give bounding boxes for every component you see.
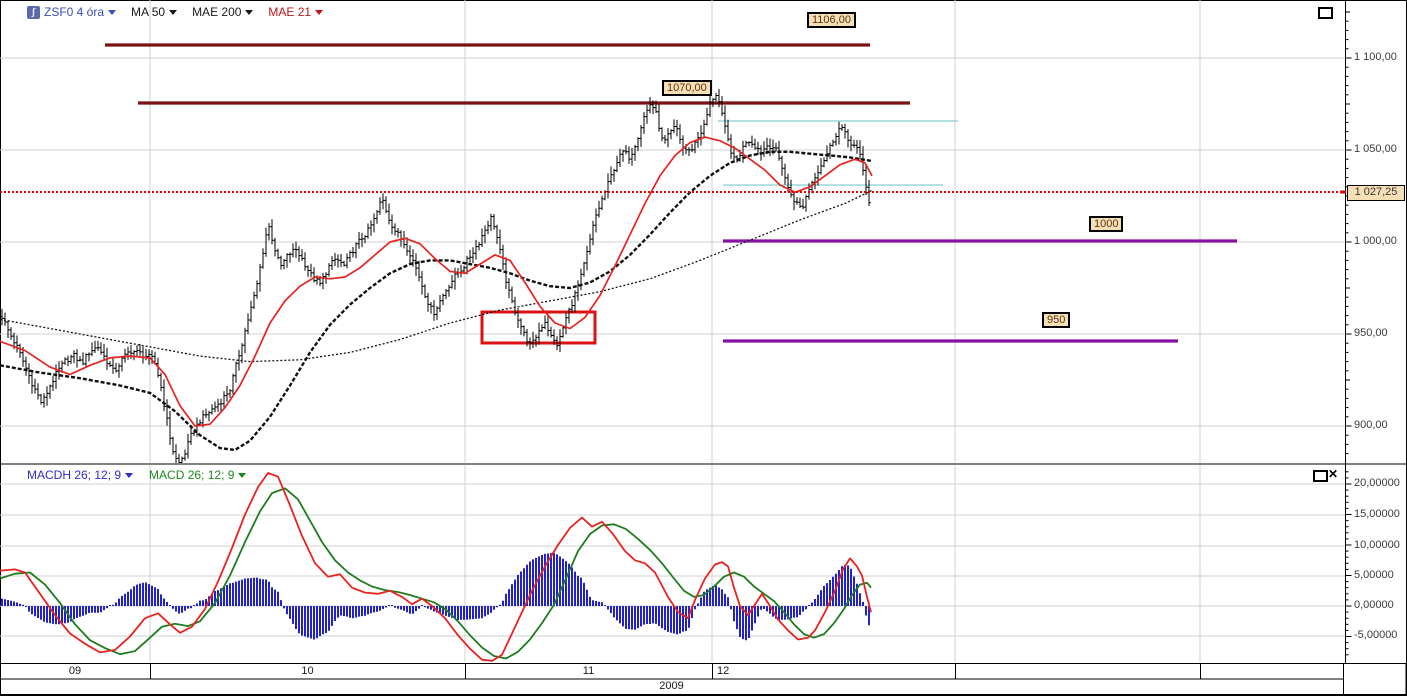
chevron-down-icon xyxy=(169,10,178,15)
gridlines xyxy=(0,0,1345,662)
ma50-line xyxy=(0,150,873,452)
month-label: 12 xyxy=(717,665,730,677)
month-label: 10 xyxy=(301,665,314,677)
macd-histogram xyxy=(1,552,870,641)
macd-axis-label: 5,00000 xyxy=(1354,569,1394,581)
month-label: 11 xyxy=(582,665,595,677)
price-level-badge[interactable]: 1106,00 xyxy=(807,12,856,28)
chevron-down-icon xyxy=(125,473,134,478)
symbol-icon: ∫ xyxy=(27,5,40,19)
symbol-label: ZSF0 4 óra xyxy=(44,5,105,19)
price-level-badge[interactable]: 1070,00 xyxy=(662,80,712,96)
macd-axis-label: 15,00000 xyxy=(1354,508,1400,520)
macd-label: MACD 26; 12; 9 xyxy=(149,468,235,482)
indicator-mae21[interactable]: MAE 21 xyxy=(268,5,324,19)
chevron-down-icon xyxy=(108,10,117,15)
price-level-badge[interactable]: 950 xyxy=(1042,312,1071,328)
year-label: 2009 xyxy=(659,680,684,692)
chevron-down-icon xyxy=(315,10,324,15)
macd-axis-label: 0,00000 xyxy=(1354,599,1394,611)
main-panel-maximize-button[interactable] xyxy=(1318,7,1333,19)
price-axis-label: 1 000,00 xyxy=(1354,235,1397,247)
ohlc-bars xyxy=(0,89,871,463)
macdh-selector[interactable]: MACDH 26; 12; 9 xyxy=(27,468,134,482)
price-axis-label: 950,00 xyxy=(1354,327,1388,339)
macd-close-button[interactable]: ✕ xyxy=(1328,467,1339,481)
macd-signal-line xyxy=(0,487,872,660)
macd-axis-label: -5,00000 xyxy=(1354,629,1398,641)
macd-maximize-button[interactable] xyxy=(1313,470,1328,482)
ma200-line xyxy=(0,189,873,363)
symbol-selector[interactable]: ∫ ZSF0 4 óra xyxy=(27,5,117,19)
macd-header: MACDH 26; 12; 9 MACD 26; 12; 9 xyxy=(27,468,247,482)
time-axis[interactable] xyxy=(0,663,1407,695)
macd-axis-label: 20,00000 xyxy=(1354,477,1400,489)
chart-toolbar: ∫ ZSF0 4 óra MA 50 MAE 200 MAE 21 xyxy=(27,4,324,20)
macd-selector[interactable]: MACD 26; 12; 9 xyxy=(139,468,247,482)
indicator-mae200[interactable]: MAE 200 xyxy=(192,5,254,19)
macdh-label: MACDH 26; 12; 9 xyxy=(27,468,122,482)
macd-main-line xyxy=(0,472,872,662)
macd-chart xyxy=(0,472,872,662)
ma21-line xyxy=(0,136,873,427)
indicator-ma50[interactable]: MA 50 xyxy=(131,5,178,19)
indicator-ma50-label: MA 50 xyxy=(131,5,166,19)
month-label: 09 xyxy=(68,665,82,677)
chevron-down-icon xyxy=(238,473,247,478)
current-price-badge: 1 027,25 xyxy=(1347,185,1405,201)
price-axis-label: 1 100,00 xyxy=(1354,51,1397,63)
chevron-down-icon xyxy=(245,10,254,15)
price-axis-label: 1 050,00 xyxy=(1354,143,1397,155)
price-level-badge[interactable]: 1000 xyxy=(1089,216,1124,232)
indicator-mae21-label: MAE 21 xyxy=(268,5,312,19)
candlestick-chart xyxy=(0,43,1237,463)
axis-frame xyxy=(0,0,1406,663)
price-axis-label: 900,00 xyxy=(1354,419,1388,431)
macd-axis-label: 10,00000 xyxy=(1354,539,1400,551)
indicator-mae200-label: MAE 200 xyxy=(192,5,242,19)
